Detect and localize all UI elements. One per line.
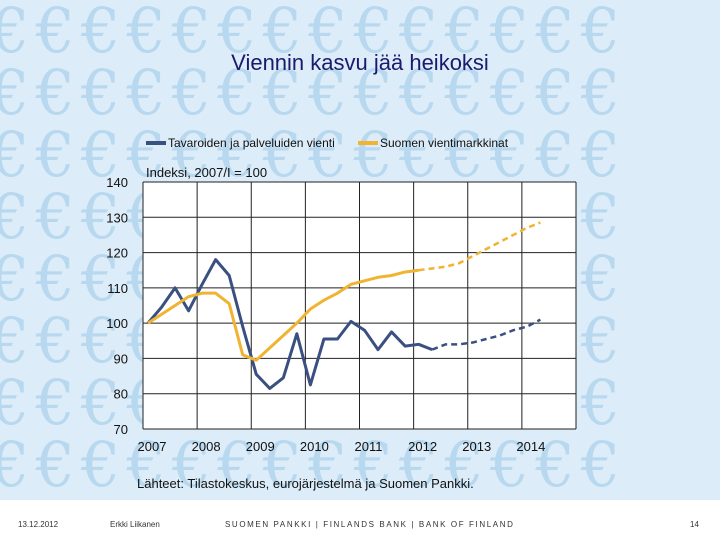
footer-date: 13.12.2012	[18, 520, 59, 529]
footer-bank-name: SUOMEN PANKKI | FINLANDS BANK | BANK OF …	[225, 520, 515, 529]
x-tick-label: 2014	[516, 439, 545, 454]
chart-legend: Tavaroiden ja palveluiden vienti Suomen v…	[146, 136, 509, 150]
legend-label-1: Suomen vientimarkkinat	[380, 136, 509, 150]
series-line-1	[147, 268, 419, 362]
x-tick-label: 2009	[246, 439, 275, 454]
series-line-0	[146, 258, 433, 390]
footer-author: Erkki Liikanen	[110, 520, 160, 529]
y-tick-label: 130	[106, 210, 128, 225]
x-tick-label: 2010	[300, 439, 329, 454]
euro-pattern-row: €€€€€€€€€€€€€€	[0, 118, 627, 191]
y-tick-label: 90	[114, 351, 128, 366]
y-tick-label: 120	[106, 246, 128, 261]
legend-label-0: Tavaroiden ja palveluiden vienti	[168, 136, 335, 150]
series-forecast-line-0	[431, 318, 541, 351]
chart-axis-labels: 70 80 90 100 110 120 130 140 2007 2008 2009 2010 201…	[106, 175, 545, 454]
euro-pattern-row: €€€€€€€€€€€€€€	[0, 56, 627, 129]
chart-grid	[142, 181, 577, 430]
chart-subtitle: Indeksi, 2007/I = 100	[146, 165, 267, 180]
page-number: 14	[690, 520, 699, 529]
chart-series	[146, 221, 541, 390]
x-tick-label: 2007	[138, 439, 167, 454]
y-tick-label: 140	[106, 175, 128, 190]
x-tick-label: 2008	[192, 439, 221, 454]
y-tick-label: 70	[114, 422, 128, 437]
y-tick-label: 100	[106, 316, 128, 331]
line-chart: 70 80 90 100 110 120 130 140 2007 2008 2009 2010 201…	[106, 136, 577, 491]
chart-source: Lähteet: Tilastokeskus, eurojärjestelmä …	[137, 476, 474, 491]
y-tick-label: 80	[114, 387, 128, 402]
euro-pattern-row: €€€€€€€€€€€€€€	[0, 0, 627, 67]
footer-bar: 13.12.2012 Erkki Liikanen SUOMEN PANKKI …	[0, 500, 720, 540]
x-tick-label: 2013	[462, 439, 491, 454]
x-tick-label: 2011	[355, 439, 383, 454]
slide-title: Viennin kasvu jää heikoksi	[231, 50, 489, 75]
series-forecast-line-1	[418, 221, 541, 272]
x-tick-label: 2012	[408, 439, 437, 454]
y-tick-label: 110	[107, 281, 128, 296]
euro-pattern-row: €€€€€€€€€€€€€€	[0, 428, 627, 500]
